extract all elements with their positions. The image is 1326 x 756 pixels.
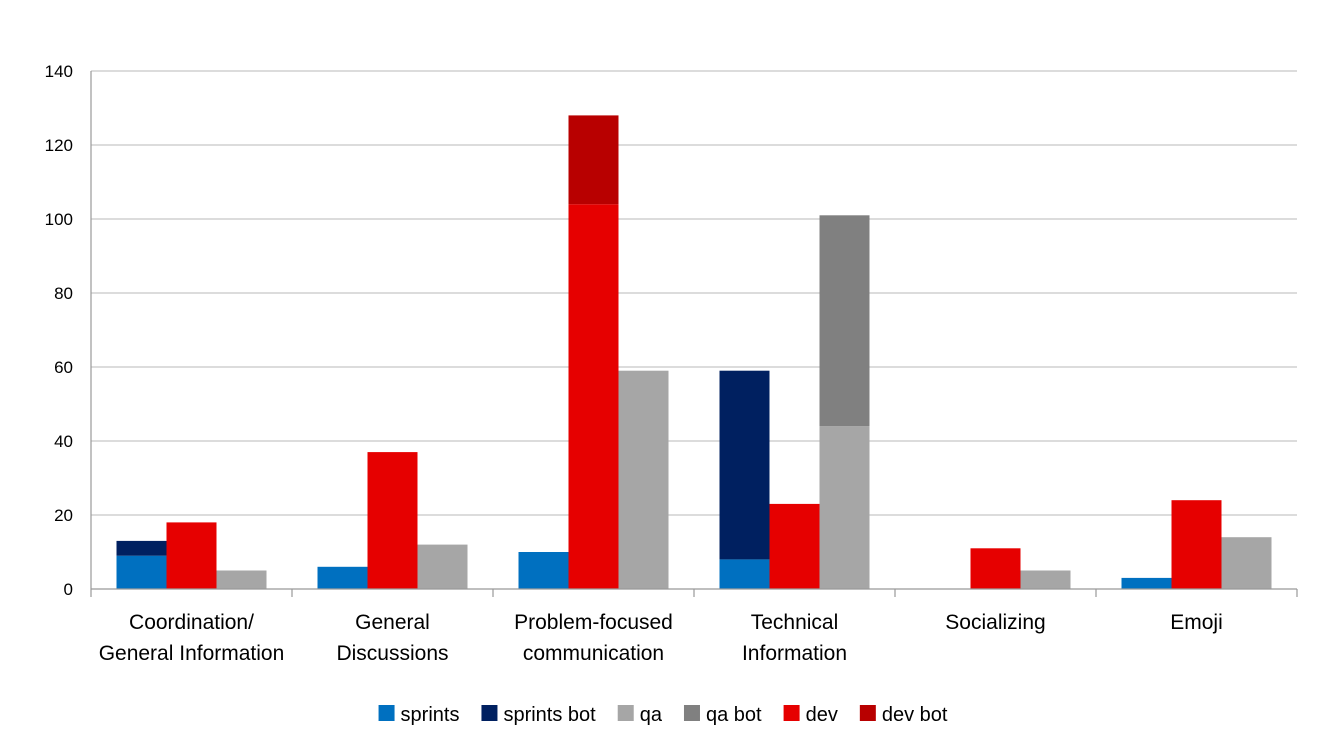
legend: sprints sprints bot qa qa bot dev dev bot: [378, 704, 948, 726]
legend-label: qa: [640, 704, 663, 726]
y-tick-label: 80: [54, 284, 73, 303]
bar-dev-0: [166, 522, 217, 589]
x-category-label: Information: [742, 642, 847, 665]
bar-dev-5: [1171, 500, 1222, 589]
bar-qa-3: [819, 426, 870, 589]
x-category-label: Emoji: [1170, 611, 1223, 634]
y-tick-label: 20: [54, 506, 73, 525]
bar-sprints-5: [1121, 577, 1172, 589]
axes: [90, 71, 1298, 597]
bar-qa-4: [1020, 570, 1071, 589]
x-category-label: Problem-focused: [514, 611, 673, 634]
x-category-label: Discussions: [336, 642, 448, 665]
bar-dev-4: [970, 548, 1021, 589]
bar-sprints-bot-0: [116, 540, 167, 556]
bar-qa-2: [618, 370, 669, 589]
y-tick-labels: 0 20 40 60 80 100 120 140: [45, 62, 73, 599]
legend-swatch-qa: [617, 705, 634, 721]
legend-label: sprints bot: [503, 704, 596, 726]
bar-sprints-bot-3: [719, 370, 770, 560]
y-tick-label: 60: [54, 358, 73, 377]
bar-dev-3: [769, 503, 820, 589]
bar-sprints-2: [518, 552, 569, 589]
x-category-label: General: [355, 611, 430, 634]
bar-dev-2: [568, 204, 619, 589]
y-tick-label: 40: [54, 432, 73, 451]
bar-qa-1: [417, 544, 468, 589]
gridlines: [91, 70, 1297, 516]
legend-label: sprints: [401, 704, 460, 726]
bar-sprints-3: [719, 559, 770, 589]
y-tick-label: 0: [64, 580, 73, 599]
x-category-label: Socializing: [945, 611, 1045, 634]
x-category-label: Coordination/: [129, 611, 254, 634]
legend-swatch-qa-bot: [683, 705, 700, 721]
x-category-labels: Coordination/General Information General D…: [99, 611, 1223, 665]
legend-swatch-sprints: [378, 705, 395, 721]
legend-swatch-sprints-bot: [481, 705, 498, 721]
bar-qa-0: [216, 570, 267, 589]
x-category-label: communication: [523, 642, 664, 665]
legend-label: dev: [806, 704, 838, 726]
legend-label: qa bot: [706, 704, 762, 726]
legend-label: dev bot: [882, 704, 948, 726]
x-category-label: Technical: [751, 611, 839, 634]
y-tick-label: 120: [45, 136, 73, 155]
bar-dev-1: [367, 452, 418, 589]
legend-swatch-dev: [783, 705, 800, 721]
bar-qa-5: [1221, 537, 1272, 589]
y-tick-label: 140: [45, 62, 73, 81]
bar-sprints-1: [317, 566, 368, 589]
y-tick-label: 100: [45, 210, 73, 229]
bar-dev-bot-2: [568, 115, 619, 205]
x-category-label: General Information: [99, 642, 285, 665]
bar-sprints-0: [116, 555, 167, 589]
bars: [116, 115, 1272, 589]
legend-swatch-dev-bot: [859, 705, 876, 721]
bar-qa-bot-3: [819, 215, 870, 427]
